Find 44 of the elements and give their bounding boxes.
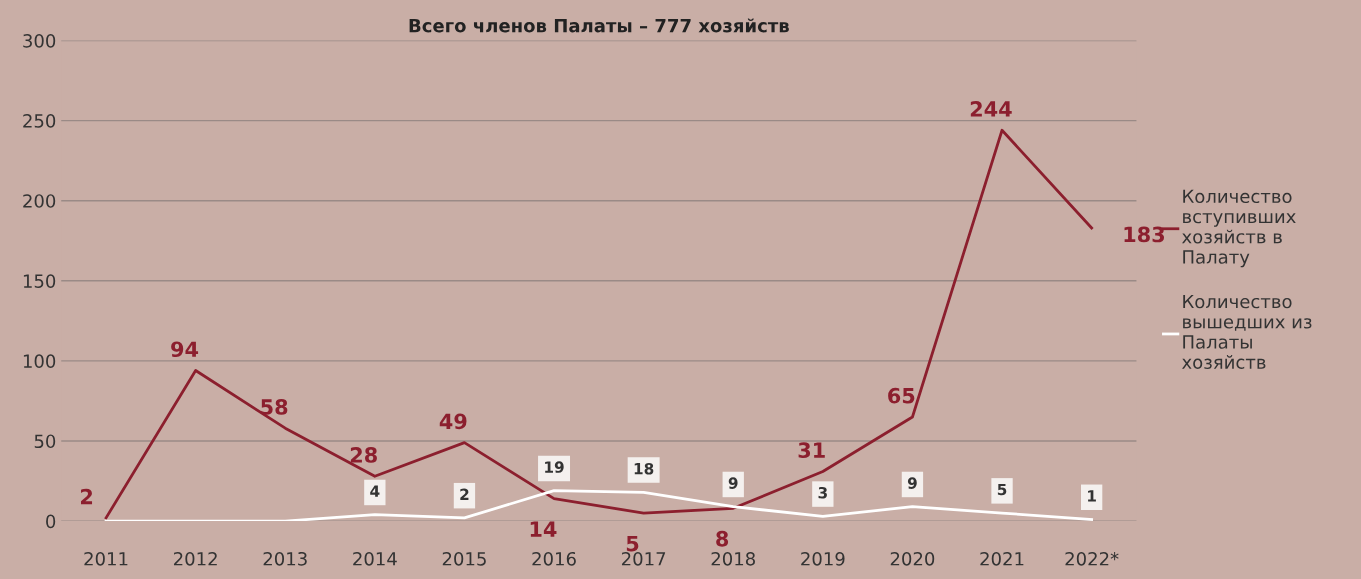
data-label: 244 xyxy=(970,101,1012,117)
y-tick-label: 50 xyxy=(34,434,56,449)
data-label: 2 xyxy=(460,488,469,500)
x-tick-label: 2020 xyxy=(890,551,935,566)
y-tick-label: 150 xyxy=(23,274,56,288)
data-label: 183 xyxy=(1124,226,1165,243)
y-tick-label: 250 xyxy=(23,114,56,128)
data-label: 49 xyxy=(439,413,467,430)
data-label: 19 xyxy=(545,461,564,473)
data-label: 5 xyxy=(626,535,639,552)
x-tick-label: 2015 xyxy=(442,551,486,566)
x-tick-label: 2019 xyxy=(801,551,845,566)
data-label: 9 xyxy=(728,477,738,489)
data-label: 8 xyxy=(716,530,729,547)
data-label: 65 xyxy=(888,387,915,404)
data-label: 5 xyxy=(997,483,1007,496)
line-series xyxy=(104,128,1094,520)
y-tick-label: 200 xyxy=(23,194,56,208)
data-label: 14 xyxy=(530,521,557,537)
data-label: 28 xyxy=(350,447,377,463)
y-tick-label: 100 xyxy=(23,354,56,369)
x-tick-label: 2016 xyxy=(532,551,576,566)
data-label: 2 xyxy=(81,488,93,505)
legend-label: Количество вышедших из Палаты хозяйств xyxy=(1182,294,1312,369)
y-tick-label: 0 xyxy=(46,514,56,529)
data-label: 3 xyxy=(818,486,827,499)
chart-title: Всего членов Палаты – 777 хозяйств xyxy=(409,18,789,33)
x-tick-label: 2022* xyxy=(1065,551,1119,566)
data-label: 94 xyxy=(171,341,199,358)
y-tick-label: 300 xyxy=(23,33,56,48)
x-tick-label: 2013 xyxy=(263,551,307,566)
x-tick-label: 2011 xyxy=(84,551,128,566)
x-tick-label: 2012 xyxy=(173,551,217,566)
data-label: 9 xyxy=(907,477,917,489)
x-tick-label: 2014 xyxy=(353,551,397,566)
legend-label: Количество вступивших хозяйств в Палату xyxy=(1182,189,1296,268)
x-tick-label: 2021 xyxy=(980,551,1024,566)
data-label: 58 xyxy=(261,399,288,415)
data-label: 1 xyxy=(1088,490,1096,502)
data-label: 18 xyxy=(634,462,654,475)
data-label: 4 xyxy=(370,485,380,497)
x-tick-label: 2018 xyxy=(711,551,755,566)
x-tick-label: 2017 xyxy=(621,551,666,566)
data-label: 31 xyxy=(798,442,825,459)
